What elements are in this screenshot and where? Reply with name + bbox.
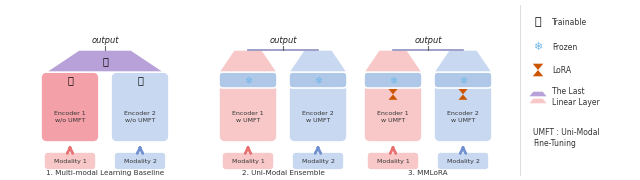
Text: UMFT : Uni-Modal
Fine-Tuning: UMFT : Uni-Modal Fine-Tuning — [533, 128, 600, 148]
Text: ❄: ❄ — [314, 76, 322, 86]
FancyBboxPatch shape — [292, 152, 344, 170]
Text: output: output — [269, 36, 297, 45]
Text: Encoder 1
w UMFT: Encoder 1 w UMFT — [377, 111, 409, 123]
Text: Frozen: Frozen — [552, 42, 577, 51]
FancyBboxPatch shape — [364, 72, 422, 88]
Text: ❄: ❄ — [389, 76, 397, 86]
FancyBboxPatch shape — [367, 152, 419, 170]
Text: 🔥: 🔥 — [102, 56, 108, 66]
Text: Encoder 2
w/o UMFT: Encoder 2 w/o UMFT — [124, 111, 156, 123]
FancyBboxPatch shape — [437, 152, 489, 170]
Polygon shape — [289, 50, 347, 72]
FancyBboxPatch shape — [114, 152, 166, 170]
FancyBboxPatch shape — [219, 72, 277, 142]
Polygon shape — [434, 50, 492, 72]
Text: The Last
Linear Layer: The Last Linear Layer — [552, 87, 600, 107]
Polygon shape — [388, 89, 397, 94]
Text: 🔥: 🔥 — [137, 75, 143, 85]
Polygon shape — [46, 50, 164, 72]
Text: LoRA: LoRA — [552, 66, 571, 75]
FancyBboxPatch shape — [111, 72, 169, 142]
FancyBboxPatch shape — [219, 72, 277, 88]
Text: 🔥: 🔥 — [534, 17, 541, 27]
Text: 🔥: 🔥 — [67, 75, 73, 85]
Polygon shape — [364, 50, 422, 72]
Text: Encoder 1
w UMFT: Encoder 1 w UMFT — [232, 111, 264, 123]
FancyBboxPatch shape — [434, 72, 492, 88]
Polygon shape — [458, 89, 467, 94]
Text: ❄: ❄ — [244, 76, 252, 86]
Text: Encoder 1
w/o UMFT: Encoder 1 w/o UMFT — [54, 111, 86, 123]
Text: Modality 2: Modality 2 — [447, 159, 479, 163]
Text: Trainable: Trainable — [552, 17, 587, 26]
Polygon shape — [528, 91, 548, 97]
Text: output: output — [414, 36, 442, 45]
Polygon shape — [528, 98, 548, 104]
Polygon shape — [458, 94, 467, 100]
Text: Modality 1: Modality 1 — [232, 159, 264, 163]
Text: Modality 1: Modality 1 — [376, 159, 410, 163]
Polygon shape — [532, 70, 543, 76]
Text: 2. Uni-Modal Ensemble: 2. Uni-Modal Ensemble — [241, 170, 324, 176]
FancyBboxPatch shape — [44, 152, 96, 170]
FancyBboxPatch shape — [289, 72, 347, 142]
Text: Modality 1: Modality 1 — [54, 159, 86, 163]
Text: Modality 2: Modality 2 — [124, 159, 156, 163]
Text: 1. Multi-modal Learning Baseline: 1. Multi-modal Learning Baseline — [46, 170, 164, 176]
FancyBboxPatch shape — [364, 72, 422, 142]
Text: ❄: ❄ — [459, 76, 467, 86]
FancyBboxPatch shape — [289, 72, 347, 88]
Text: ❄: ❄ — [533, 42, 543, 52]
Polygon shape — [388, 94, 397, 100]
Polygon shape — [219, 50, 277, 72]
FancyBboxPatch shape — [222, 152, 274, 170]
Text: Modality 2: Modality 2 — [301, 159, 335, 163]
FancyBboxPatch shape — [434, 72, 492, 142]
Text: Encoder 2
w UMFT: Encoder 2 w UMFT — [447, 111, 479, 123]
FancyBboxPatch shape — [41, 72, 99, 142]
Polygon shape — [532, 64, 543, 70]
Text: 3. MMLoRA: 3. MMLoRA — [408, 170, 448, 176]
Text: Encoder 2
w UMFT: Encoder 2 w UMFT — [302, 111, 334, 123]
Text: output: output — [92, 36, 119, 45]
